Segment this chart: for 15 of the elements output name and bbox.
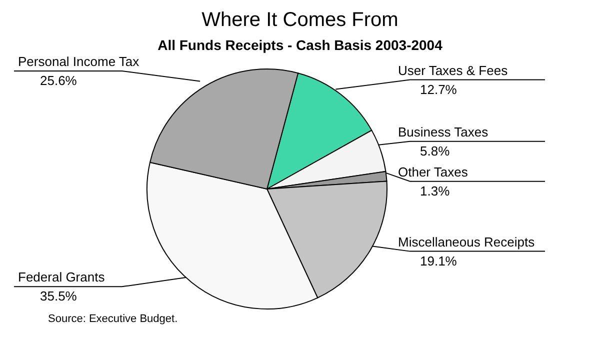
slice-label: Miscellaneous Receipts xyxy=(398,234,536,250)
data-label: 1.3% xyxy=(420,183,450,198)
slice-label: User Taxes & Fees xyxy=(398,62,508,78)
chart-title: Where It Comes From xyxy=(202,9,398,31)
data-label: 25.6% xyxy=(40,72,78,88)
data-label: 5.8% xyxy=(420,143,450,158)
slice-label: Business Taxes xyxy=(398,124,489,140)
chart-subtitle: All Funds Receipts - Cash Basis 2003-2004 xyxy=(158,37,443,53)
data-label: 19.1% xyxy=(420,253,458,268)
source-note: Source: Executive Budget. xyxy=(48,313,178,325)
slice-label: Other Taxes xyxy=(398,164,468,180)
slice-label: Federal Grants xyxy=(18,270,106,285)
slice-label: Personal Income Tax xyxy=(18,54,140,69)
data-label: 35.5% xyxy=(40,288,78,304)
data-label: 12.7% xyxy=(420,82,458,97)
